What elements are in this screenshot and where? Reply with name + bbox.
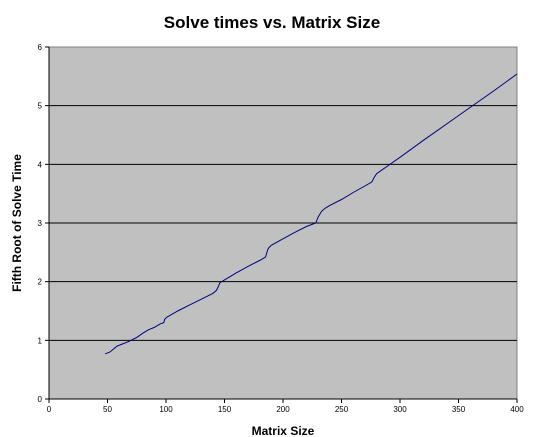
x-tick-label: 0 — [47, 405, 52, 414]
x-tick-label: 350 — [452, 405, 466, 414]
x-tick-label: 300 — [393, 405, 407, 414]
y-tick-label: 6 — [38, 43, 43, 52]
x-tick-label: 100 — [159, 405, 173, 414]
chart-title: Solve times vs. Matrix Size — [164, 13, 380, 32]
series-group — [105, 73, 518, 355]
y-tick-label: 2 — [38, 278, 43, 287]
x-tick-label: 250 — [335, 405, 349, 414]
x-axis: 0 50 100 150 200 250 300 350 400 — [47, 398, 524, 414]
x-tick-label: 50 — [103, 405, 112, 414]
x-tick-label: 200 — [276, 405, 290, 414]
y-axis-label: Fifth Root of Solve Time — [10, 154, 24, 292]
y-tick-label: 1 — [38, 336, 43, 345]
x-axis-label: Matrix Size — [252, 424, 315, 437]
y-tick-label: 3 — [38, 219, 43, 228]
gridlines — [49, 105, 517, 341]
x-tick-label: 150 — [218, 405, 232, 414]
y-tick-label: 0 — [38, 395, 43, 404]
y-axis: 0 1 2 3 4 5 6 — [38, 43, 50, 404]
x-tick-label: 400 — [510, 405, 524, 414]
y-tick-label: 5 — [38, 102, 43, 111]
series-line — [105, 73, 518, 355]
y-tick-label: 4 — [38, 160, 43, 169]
